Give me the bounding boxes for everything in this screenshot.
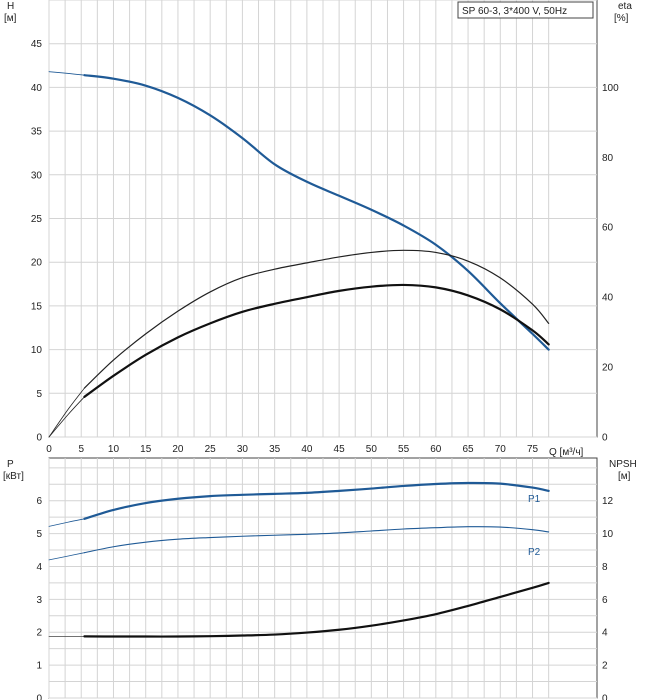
npsh-curve: [83, 581, 550, 638]
x-tick-label: 35: [269, 444, 281, 455]
head-tick-label: 35: [31, 127, 43, 138]
power-axis-label: P: [7, 459, 14, 470]
p1-curve: [83, 481, 550, 520]
npsh-tick-label: 10: [602, 529, 614, 540]
x-tick-labels: 0 5 10 15 20 25 30 35 40 45 50 55 60 65 70 75: [46, 444, 538, 455]
p2-curve: [83, 526, 550, 554]
head_ext-curve: [48, 71, 85, 76]
eta-tick-label: 40: [602, 293, 614, 304]
npsh-axis-label: NPSH: [609, 459, 637, 470]
head-axis-label: H: [7, 1, 14, 12]
x-tick-label: 15: [140, 444, 152, 455]
x-tick-label: 45: [334, 444, 346, 455]
eta-tick-labels: 0 20 40 60 80 100: [602, 83, 619, 444]
head-tick-label: 10: [31, 345, 43, 356]
power-tick-label: 6: [36, 496, 42, 507]
head-axis-unit: [м]: [4, 13, 17, 24]
x-tick-label: 20: [172, 444, 184, 455]
power-tick-label: 4: [36, 562, 42, 573]
x-tick-label: 50: [366, 444, 378, 455]
head-tick-label: 15: [31, 301, 43, 312]
npsh-axis-unit: [м]: [618, 471, 631, 482]
x-tick-label: 25: [205, 444, 217, 455]
head-tick-label: 45: [31, 39, 43, 50]
bottom-curves: [48, 481, 550, 638]
x-tick-label: 55: [398, 444, 410, 455]
power-tick-label: 5: [36, 529, 42, 540]
eta2-curve: [83, 283, 550, 398]
head-tick-label: 25: [31, 214, 43, 225]
x-tick-label: 65: [462, 444, 474, 455]
power-tick-labels: 0 1 2 3 4 5 6: [36, 496, 42, 700]
head-tick-label: 40: [31, 83, 43, 94]
npsh-tick-label: 6: [602, 595, 608, 606]
eta-tick-label: 100: [602, 83, 619, 94]
head-curve: [83, 74, 550, 351]
eta-tick-label: 60: [602, 223, 614, 234]
x-tick-label: 0: [46, 444, 52, 455]
eta-tick-label: 0: [602, 433, 608, 444]
chart-title: SP 60-3, 3*400 V, 50Hz: [462, 6, 567, 17]
eta-axis-label: eta: [618, 1, 632, 12]
npsh-tick-label: 8: [602, 562, 608, 573]
npsh-tick-label: 0: [602, 694, 608, 700]
x-tick-label: 60: [430, 444, 442, 455]
head-tick-label: 0: [36, 433, 42, 444]
top-gridlines: [48, 0, 597, 438]
power-tick-label: 2: [36, 628, 42, 639]
head-tick-label: 20: [31, 258, 43, 269]
p2-series-label: P2: [528, 547, 541, 558]
x-tick-label: 10: [108, 444, 120, 455]
top-curves: [48, 71, 550, 438]
head-tick-label: 5: [36, 389, 42, 400]
p2_ext-curve: [48, 552, 85, 561]
eta-tick-label: 20: [602, 363, 614, 374]
head-tick-label: 30: [31, 170, 43, 181]
title-box: [457, 1, 594, 19]
x-tick-label: 40: [301, 444, 313, 455]
eta2_ext-curve: [48, 396, 85, 438]
eta1_ext-curve: [48, 387, 85, 438]
x-tick-label: 30: [237, 444, 249, 455]
npsh-tick-label: 4: [602, 628, 608, 639]
npsh-tick-label: 2: [602, 661, 608, 672]
x-tick-label: 75: [527, 444, 539, 455]
eta-tick-label: 80: [602, 153, 614, 164]
head-efficiency-chart: 0 5 10 15 20 25 30 35 40 45 50 55 60 65 70 75 0 5 10 15 20 2…: [4, 0, 632, 458]
p1-series-label: P1: [528, 494, 541, 505]
npsh-tick-labels: 0 2 4 6 8 10 12: [602, 496, 614, 700]
power-axis-unit: [кВт]: [3, 471, 24, 482]
x-tick-label: 70: [495, 444, 507, 455]
x-tick-label: 5: [78, 444, 84, 455]
head-tick-labels: 0 5 10 15 20 25 30 35 40 45: [31, 39, 43, 443]
power-tick-label: 0: [36, 694, 42, 700]
flow-axis-label: Q [м³/ч]: [549, 447, 584, 458]
eta-axis-unit: [%]: [614, 13, 629, 24]
power-tick-label: 1: [36, 661, 42, 672]
power-tick-label: 3: [36, 595, 42, 606]
bottom-gridlines: [48, 458, 597, 699]
p1_ext-curve: [48, 518, 85, 527]
eta1-curve: [83, 249, 550, 389]
npsh-tick-label: 12: [602, 496, 614, 507]
